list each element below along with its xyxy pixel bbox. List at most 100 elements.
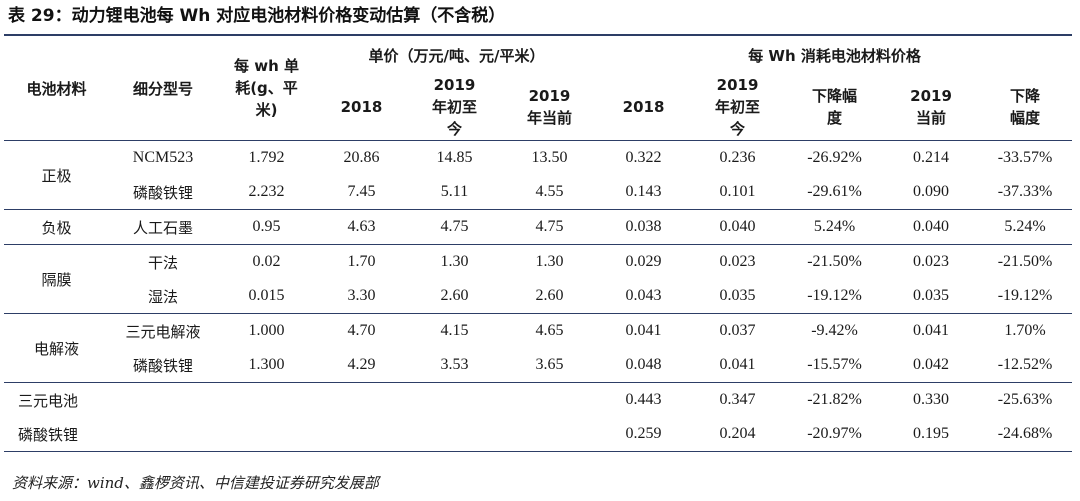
- value-cell: 0.041: [884, 313, 979, 348]
- model-cell: NCM523: [132, 149, 194, 166]
- battery-material-cost-table: 电池材料 细分型号 每 wh 单耗(g、平米) 单价（万元/吨、元/平米） 每 …: [4, 36, 1073, 452]
- value-cell: 4.75: [502, 209, 598, 245]
- value-cell: 0.101: [719, 183, 756, 200]
- value-cell: -21.82%: [785, 382, 885, 417]
- value-cell: 0.048: [625, 356, 662, 373]
- header-sub: 2018: [597, 74, 691, 141]
- header-sub: 2019 年初至今: [690, 74, 786, 141]
- value-cell: -25.63%: [978, 382, 1073, 417]
- value-cell: 0.040: [884, 209, 979, 245]
- value-cell: 0.029: [597, 244, 691, 279]
- total-name-cell: 三元电池: [4, 382, 217, 417]
- model-cell: 磷酸铁锂: [132, 183, 193, 202]
- value-cell: 0.035: [719, 287, 756, 304]
- value-cell: 0.195: [884, 417, 979, 452]
- value-cell: 4.15: [407, 313, 502, 348]
- table-row: 磷酸铁锂 2.232 7.45 5.11 4.55 0.143 0.101 -29.61% 0.…: [4, 175, 1072, 210]
- value-cell: 1.70: [316, 244, 407, 279]
- value-cell: 0.038: [597, 209, 691, 245]
- total-row: 三元电池 0.443 0.347 -21.82% 0.330 -25.63%: [4, 382, 1073, 417]
- blank-cell: [217, 382, 598, 417]
- material-cell: 电解液: [4, 313, 109, 383]
- value-cell: -37.33%: [997, 183, 1053, 200]
- value-cell: 5.24%: [978, 209, 1073, 245]
- value-cell: 0.259: [597, 417, 691, 452]
- table-caption: 表 29：动力锂电池每 Wh 对应电池材料价格变动估算（不含税）: [8, 6, 506, 26]
- material-cell: 负极: [4, 209, 109, 245]
- value-cell: 3.53: [440, 356, 469, 373]
- model-cell: 人工石墨: [109, 209, 217, 245]
- value-cell: -20.97%: [785, 417, 885, 452]
- value-cell: 0.042: [913, 356, 950, 373]
- model-cell: 湿法: [147, 287, 178, 306]
- total-name-cell: 磷酸铁锂: [4, 417, 217, 452]
- value-cell: 0.443: [597, 382, 691, 417]
- table-row: 磷酸铁锂 1.300 4.29 3.53 3.65 0.048 0.041 -15.57% 0.…: [4, 348, 1072, 383]
- value-cell: 5.24%: [785, 209, 885, 245]
- value-cell: 1.30: [407, 244, 502, 279]
- value-cell: 0.204: [690, 417, 786, 452]
- value-cell: 0.023: [690, 244, 786, 279]
- value-cell: 4.65: [502, 313, 598, 348]
- table-row: 正极 NCM523 1.792 20.86 14.85 13.50 0.322 0.236 -2…: [4, 141, 1072, 185]
- value-cell: 13.50: [531, 149, 568, 166]
- table-row: 湿法 0.015 3.30 2.60 2.60 0.043 0.035 -19.12% 0.03…: [4, 279, 1072, 314]
- value-cell: -26.92%: [807, 149, 862, 166]
- value-cell: -19.12%: [997, 287, 1053, 304]
- header-sub: 2019 当前: [884, 74, 979, 141]
- table-row: 负极 人工石墨 0.95 4.63 4.75 4.75 0.038 0.040 5.24% 0.0…: [4, 209, 1073, 245]
- header-wh-cost: 每 Wh 消耗电池材料价格: [748, 46, 921, 65]
- value-cell: 0.090: [913, 183, 950, 200]
- header-sub: 下降幅度: [785, 74, 885, 141]
- value-cell: 0.322: [625, 149, 662, 166]
- table-body: 正极 NCM523 1.792 20.86 14.85 13.50 0.322 0.236 -2…: [4, 141, 1073, 452]
- value-cell: 0.143: [625, 183, 662, 200]
- value-cell: 4.70: [316, 313, 407, 348]
- blank-cell: [217, 417, 598, 452]
- value-cell: 0.035: [913, 287, 950, 304]
- total-row: 磷酸铁锂 0.259 0.204 -20.97% 0.195 -24.68%: [4, 417, 1073, 452]
- header-sub: 下降幅度: [978, 74, 1073, 141]
- value-cell: 1.000: [217, 313, 316, 348]
- value-cell: 14.85: [436, 149, 473, 166]
- value-cell: -9.42%: [785, 313, 885, 348]
- value-cell: 0.236: [719, 149, 756, 166]
- value-cell: 4.75: [407, 209, 502, 245]
- value-cell: 1.30: [502, 244, 598, 279]
- header-model: 细分型号: [109, 36, 217, 141]
- value-cell: 0.041: [597, 313, 691, 348]
- material-cell: 正极: [41, 166, 72, 185]
- value-cell: 20.86: [343, 149, 380, 166]
- source-note: 资料来源：wind、鑫椤资讯、中信建投证券研究发展部: [12, 474, 379, 492]
- value-cell: -33.57%: [997, 149, 1053, 166]
- value-cell: -15.57%: [807, 356, 862, 373]
- value-cell: 1.300: [248, 356, 285, 373]
- value-cell: -29.61%: [807, 183, 862, 200]
- material-cell: 隔膜: [4, 244, 109, 314]
- value-cell: 2.232: [248, 183, 285, 200]
- value-cell: 0.02: [217, 244, 316, 279]
- value-cell: 0.330: [884, 382, 979, 417]
- value-cell: 3.30: [347, 287, 376, 304]
- model-cell: 干法: [109, 244, 217, 279]
- value-cell: -24.68%: [978, 417, 1073, 452]
- header-sub: 2018: [316, 74, 407, 141]
- value-cell: 3.65: [535, 356, 564, 373]
- table-row: 隔膜 干法 0.02 1.70 1.30 1.30 0.029 0.023 -21.50% 0.0…: [4, 244, 1073, 314]
- value-cell: -21.50%: [978, 244, 1073, 279]
- value-cell: 0.214: [913, 149, 950, 166]
- model-cell: 三元电解液: [109, 313, 217, 348]
- value-cell: 0.043: [625, 287, 662, 304]
- value-cell: 7.45: [347, 183, 376, 200]
- value-cell: 4.63: [316, 209, 407, 245]
- value-cell: 0.95: [217, 209, 316, 245]
- value-cell: 5.11: [440, 183, 469, 200]
- value-cell: 0.041: [719, 356, 756, 373]
- value-cell: -19.12%: [807, 287, 862, 304]
- value-cell: -12.52%: [997, 356, 1053, 373]
- model-cell: 磷酸铁锂: [132, 356, 193, 375]
- header-sub: 2019 年初至今: [407, 74, 502, 141]
- header-consumption: 每 wh 单耗(g、平米): [217, 36, 316, 141]
- header-unit-price: 单价（万元/吨、元/平米）: [368, 46, 545, 65]
- value-cell: 1.70%: [978, 313, 1073, 348]
